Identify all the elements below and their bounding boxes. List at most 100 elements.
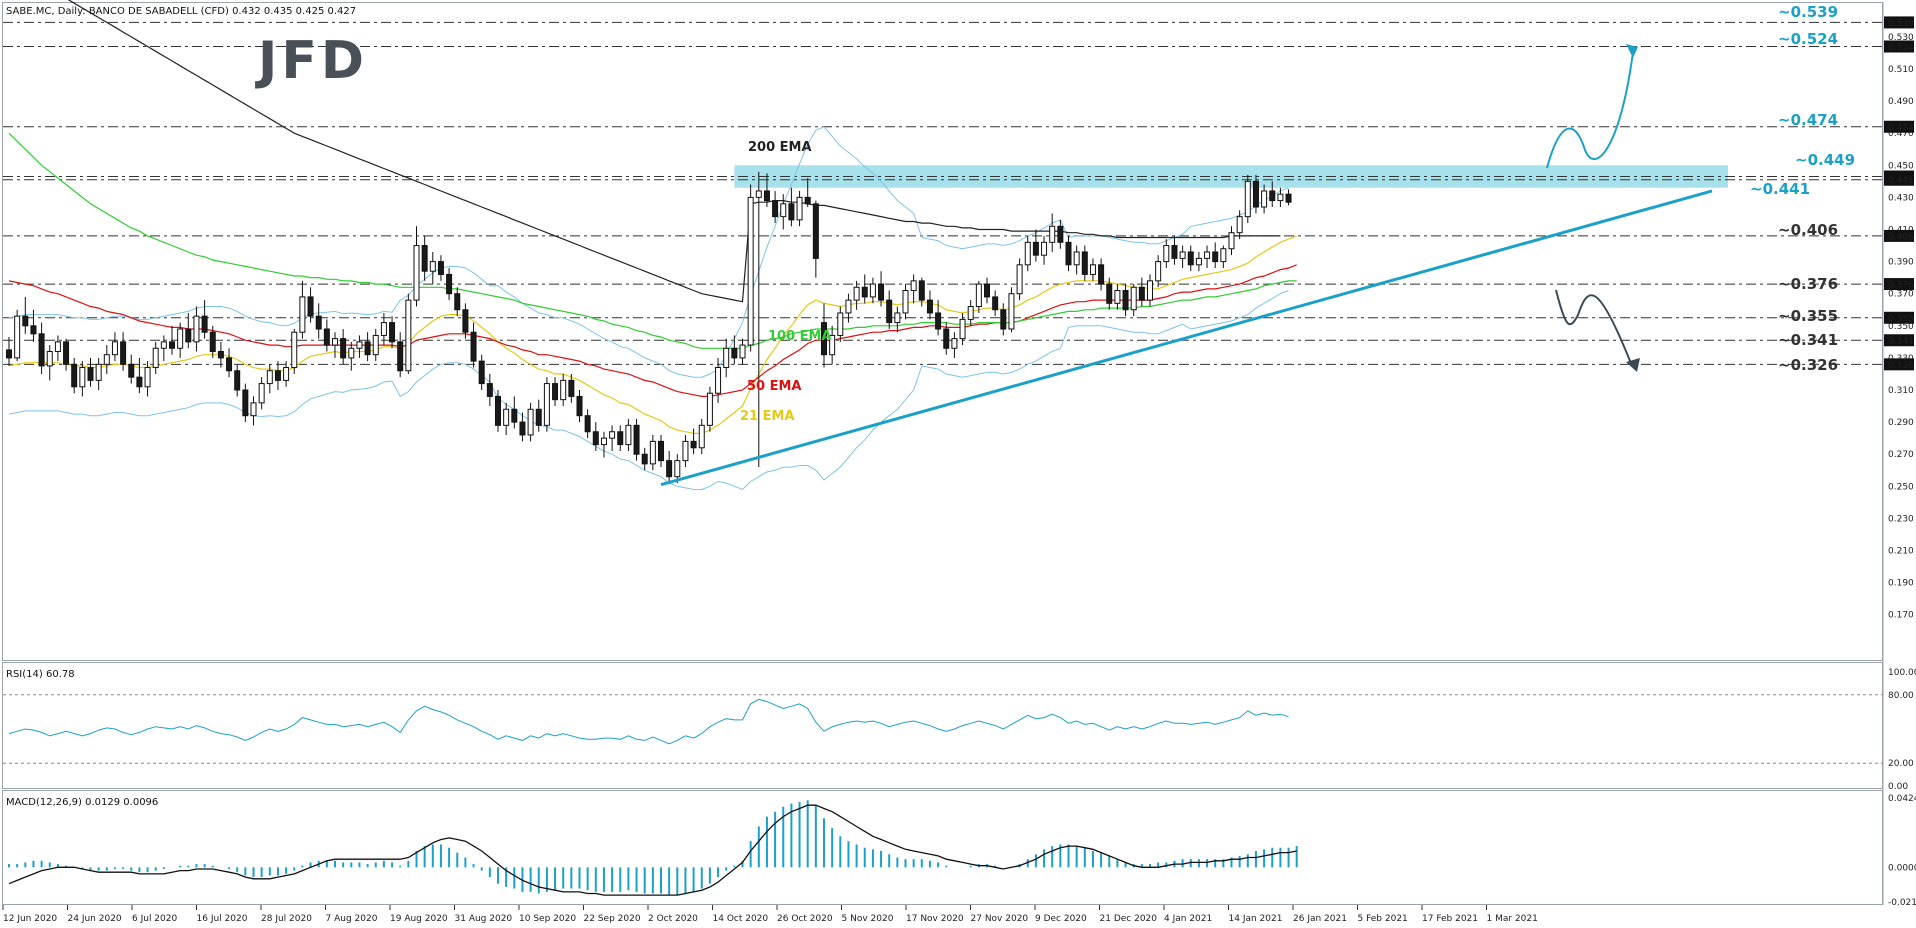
candle xyxy=(201,300,208,339)
candle xyxy=(641,447,648,471)
x-tick-label: 31 Aug 2020 xyxy=(455,914,513,924)
candle-body-down xyxy=(821,322,827,356)
candle xyxy=(111,332,118,362)
candle xyxy=(226,348,233,378)
candle-body-down xyxy=(535,408,542,426)
candle-body-up xyxy=(796,196,803,221)
candle-body-down xyxy=(878,283,885,301)
candle-body-up xyxy=(1236,216,1243,234)
y-tick-label: 0.190 xyxy=(1888,579,1914,589)
candle xyxy=(54,335,61,362)
candle xyxy=(462,303,469,339)
candle-body-down xyxy=(772,200,779,218)
y-tick-label: 0.370 xyxy=(1888,290,1914,300)
candle-body-down xyxy=(120,341,127,365)
logo-text: JFD xyxy=(255,31,368,91)
candle-body-down xyxy=(943,328,950,349)
symbol-header: SABE.MC, Daily: BANCO DE SABADELL (CFD) … xyxy=(6,6,356,17)
candle xyxy=(739,338,746,365)
price-tag: 0.474 xyxy=(1884,120,1914,133)
candle xyxy=(22,296,29,334)
candle-body-up xyxy=(706,392,713,426)
price-tag: 0.441 xyxy=(1884,173,1914,186)
candle xyxy=(1163,239,1170,269)
candle xyxy=(437,255,444,281)
candle-body-up xyxy=(649,440,656,465)
candle-body-down xyxy=(552,383,559,401)
price-tag-box xyxy=(1884,358,1914,371)
x-tick-label: 10 Sep 2020 xyxy=(519,914,576,924)
x-tick-label: 4 Jan 2021 xyxy=(1164,914,1212,924)
candle xyxy=(128,354,135,384)
macd-tick-label: 0.0000 xyxy=(1888,863,1916,873)
candle xyxy=(600,431,607,458)
candle-body-down xyxy=(861,286,868,298)
x-tick-label: 5 Feb 2021 xyxy=(1358,914,1408,924)
candle-body-up xyxy=(503,408,510,426)
candle xyxy=(576,390,583,423)
candle xyxy=(763,173,770,208)
candle-body-up xyxy=(177,328,184,349)
y-tick-label: 0.350 xyxy=(1888,322,1914,332)
candle-body-up xyxy=(739,344,746,359)
candle-body-up xyxy=(902,289,909,314)
candle-body-down xyxy=(1212,251,1219,263)
candle-body-down xyxy=(1171,245,1178,259)
candle-body-down xyxy=(38,333,45,367)
bullish-scenario-path xyxy=(1546,51,1634,169)
price-tag-box xyxy=(1884,173,1914,186)
candle xyxy=(690,428,697,455)
candle-body-down xyxy=(397,341,404,372)
candle xyxy=(935,300,942,336)
candle xyxy=(796,190,803,227)
candle xyxy=(731,335,738,365)
candle-body-up xyxy=(111,341,118,356)
price-tag: 0.406 xyxy=(1884,229,1914,242)
candle xyxy=(299,280,306,339)
x-tick-label: 24 Jun 2020 xyxy=(68,914,122,924)
candle xyxy=(918,277,925,307)
candle-body-up xyxy=(967,306,974,320)
candle-body-up xyxy=(609,431,616,439)
candle-body-down xyxy=(217,350,224,359)
candle xyxy=(1049,213,1056,252)
candle-body-down xyxy=(617,431,624,446)
candle xyxy=(1057,219,1064,249)
candle-body-down xyxy=(364,341,371,356)
candle-body-up xyxy=(600,437,607,446)
candle xyxy=(1073,245,1080,275)
candle-body-up xyxy=(959,318,966,340)
candle xyxy=(1212,242,1219,269)
candle xyxy=(706,386,713,432)
level-label: ~0.376 xyxy=(1778,275,1838,293)
candle xyxy=(1138,277,1145,307)
candle-body-up xyxy=(405,299,412,372)
candle xyxy=(1261,184,1268,214)
y-tick-label: 0.270 xyxy=(1888,450,1914,460)
y-tick-label: 0.210 xyxy=(1888,547,1914,557)
candle xyxy=(250,396,257,426)
x-tick-label: 14 Jan 2021 xyxy=(1229,914,1283,924)
candle xyxy=(1032,229,1039,262)
candle-body-down xyxy=(886,299,893,324)
level-label: ~0.524 xyxy=(1778,30,1838,48)
candle-body-up xyxy=(1049,225,1056,243)
candle xyxy=(519,412,526,442)
candle xyxy=(902,284,909,320)
candle xyxy=(682,434,689,468)
candle xyxy=(926,290,933,320)
candle-body-down xyxy=(1000,309,1007,330)
x-tick-label: 19 Aug 2020 xyxy=(390,914,448,924)
candle-body-up xyxy=(755,190,762,198)
candle xyxy=(658,434,664,468)
candle-body-down xyxy=(389,322,396,343)
ema-label: 21 EMA xyxy=(740,409,795,424)
x-tick-label: 2 Oct 2020 xyxy=(648,914,698,924)
candle-body-up xyxy=(266,370,273,385)
candle xyxy=(1114,284,1121,310)
candle-body-down xyxy=(136,376,143,388)
candle xyxy=(780,194,787,230)
candle-body-down xyxy=(307,296,314,317)
candle-body-up xyxy=(543,383,550,426)
